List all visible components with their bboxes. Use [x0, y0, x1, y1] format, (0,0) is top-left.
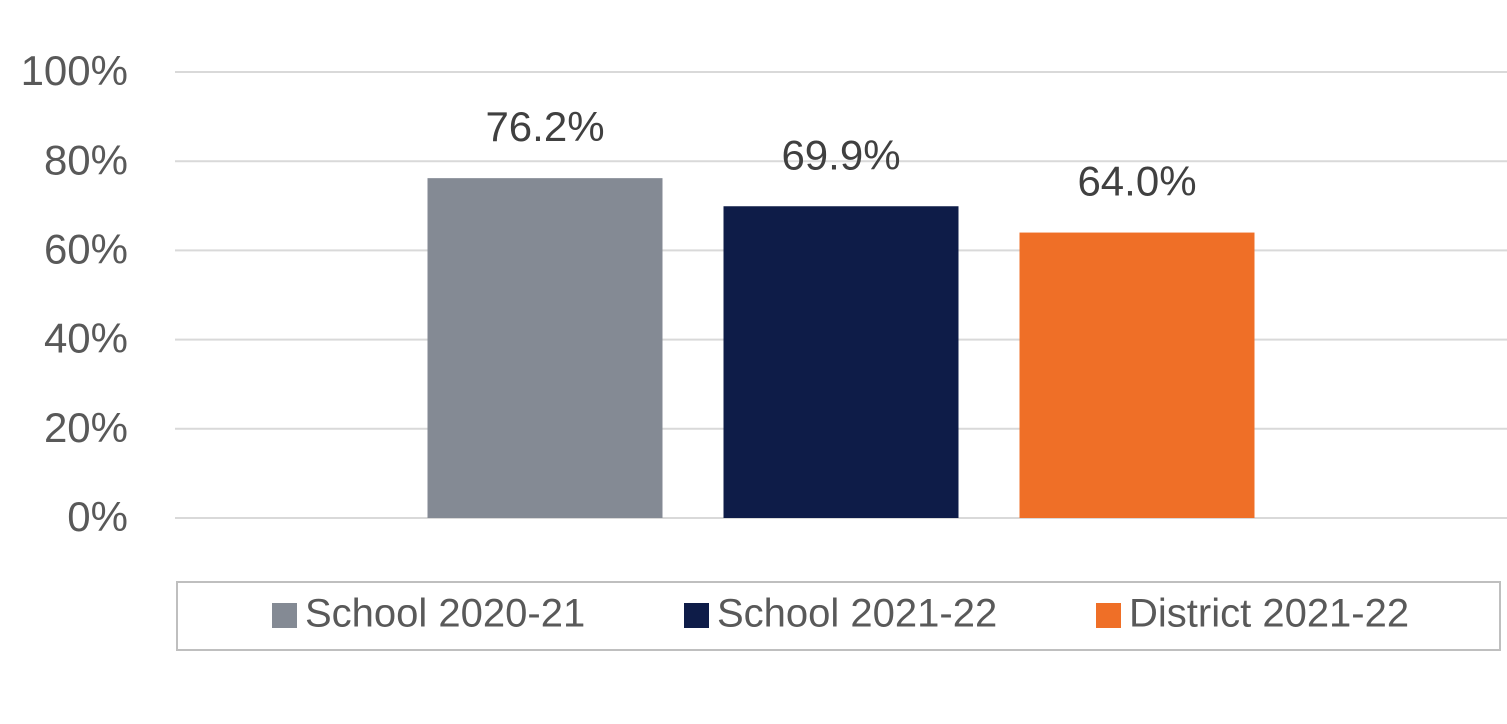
legend-label: District 2021-22 — [1129, 592, 1409, 636]
data-label: 64.0% — [1077, 158, 1196, 205]
y-tick-label: 60% — [44, 225, 128, 272]
y-tick-label: 80% — [44, 136, 128, 183]
bar — [1019, 232, 1255, 518]
data-label: 69.9% — [781, 131, 900, 178]
legend-swatch — [272, 603, 297, 628]
legend-swatch — [1096, 603, 1121, 628]
legend-label: School 2021-22 — [717, 592, 997, 636]
y-tick-label: 20% — [44, 404, 128, 451]
y-tick-label: 0% — [67, 493, 128, 540]
bar — [723, 206, 959, 518]
legend-swatch — [684, 603, 709, 628]
y-tick-label: 100% — [21, 47, 128, 94]
legend-label: School 2020-21 — [305, 592, 585, 636]
data-label: 76.2% — [485, 103, 604, 150]
bar — [427, 178, 663, 518]
legend-box — [176, 581, 1501, 651]
y-tick-label: 40% — [44, 315, 128, 362]
